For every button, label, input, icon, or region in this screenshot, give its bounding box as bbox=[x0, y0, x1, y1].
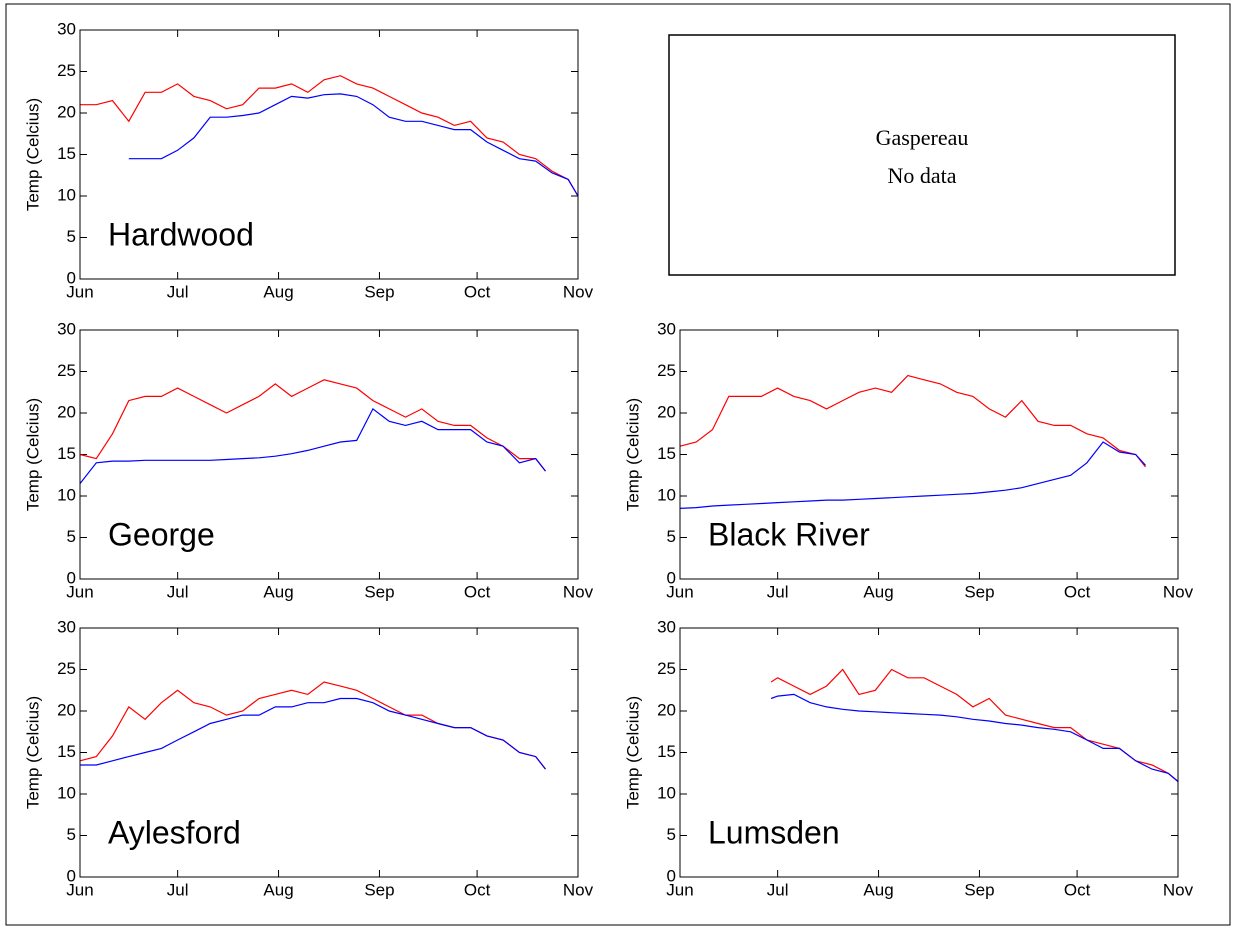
y-tick-label: 15 bbox=[657, 742, 676, 761]
y-tick-label: 10 bbox=[657, 783, 676, 802]
plot-frame bbox=[679, 329, 1179, 580]
data-line bbox=[80, 697, 546, 770]
y-tick-label: 5 bbox=[667, 527, 676, 546]
y-tick-label: 10 bbox=[57, 783, 76, 802]
y-axis-label: Temp (Celcius) bbox=[623, 398, 642, 511]
x-tick-label: Jul bbox=[767, 880, 789, 899]
x-tick-label: Sep bbox=[364, 880, 394, 899]
data-line bbox=[79, 681, 546, 770]
plot-frame bbox=[679, 627, 1179, 878]
y-tick-label: 25 bbox=[57, 659, 76, 678]
x-tick-label: Nov bbox=[1163, 880, 1194, 899]
x-tick-label: Sep bbox=[364, 282, 394, 301]
x-tick-label: Oct bbox=[464, 582, 491, 601]
y-tick-label: 0 bbox=[67, 568, 76, 587]
y-tick-label: 30 bbox=[57, 617, 76, 636]
x-tick-label: Jul bbox=[167, 282, 189, 301]
y-tick-label: 30 bbox=[57, 319, 76, 338]
plot-frame bbox=[79, 329, 579, 580]
empty-panel-box bbox=[668, 34, 1176, 276]
panel-label: Aylesford bbox=[108, 814, 241, 850]
x-tick-label: Nov bbox=[563, 880, 594, 899]
y-tick-label: 5 bbox=[67, 227, 76, 246]
x-tick-label: Jul bbox=[767, 582, 789, 601]
y-tick-label: 0 bbox=[667, 866, 676, 885]
x-tick-label: Nov bbox=[1163, 582, 1194, 601]
x-tick-label: Nov bbox=[563, 582, 594, 601]
x-tick-label: Jul bbox=[167, 582, 189, 601]
x-tick-label: Sep bbox=[364, 582, 394, 601]
x-tick-label: Aug bbox=[263, 880, 293, 899]
x-tick-label: Oct bbox=[1064, 880, 1091, 899]
panel-label: George bbox=[108, 516, 215, 552]
plot-frame bbox=[79, 627, 579, 878]
x-tick-label: Oct bbox=[464, 282, 491, 301]
x-tick-label: Nov bbox=[563, 282, 594, 301]
y-tick-label: 15 bbox=[57, 742, 76, 761]
y-tick-label: 0 bbox=[67, 866, 76, 885]
x-tick-label: Aug bbox=[863, 582, 893, 601]
figure-border bbox=[5, 3, 1231, 926]
y-tick-label: 15 bbox=[57, 444, 76, 463]
data-line bbox=[770, 693, 1179, 782]
x-tick-label: Aug bbox=[263, 282, 293, 301]
y-tick-label: 10 bbox=[657, 485, 676, 504]
data-line bbox=[128, 93, 579, 197]
data-line bbox=[79, 407, 546, 484]
y-axis-label: Temp (Celcius) bbox=[23, 98, 42, 211]
data-line bbox=[80, 75, 579, 197]
y-tick-label: 20 bbox=[57, 102, 76, 121]
y-tick-label: 15 bbox=[57, 144, 76, 163]
x-tick-label: Sep bbox=[964, 582, 994, 601]
x-tick-label: Jun bbox=[666, 880, 693, 899]
y-tick-label: 20 bbox=[57, 402, 76, 421]
empty-panel-text: No data bbox=[887, 163, 956, 188]
y-tick-label: 20 bbox=[657, 700, 676, 719]
y-tick-label: 5 bbox=[667, 825, 676, 844]
panel-label: Black River bbox=[708, 516, 870, 552]
x-tick-label: Jun bbox=[66, 282, 93, 301]
y-tick-label: 30 bbox=[657, 319, 676, 338]
x-tick-label: Jun bbox=[66, 880, 93, 899]
data-line bbox=[770, 668, 1179, 782]
x-tick-label: Sep bbox=[964, 880, 994, 899]
y-tick-label: 15 bbox=[657, 444, 676, 463]
y-tick-label: 0 bbox=[667, 568, 676, 587]
y-tick-label: 25 bbox=[657, 659, 676, 678]
y-tick-label: 5 bbox=[67, 527, 76, 546]
x-tick-label: Jun bbox=[666, 582, 693, 601]
x-tick-label: Jul bbox=[167, 880, 189, 899]
data-line bbox=[679, 374, 1146, 468]
panel-label: Lumsden bbox=[708, 814, 840, 850]
y-axis-label: Temp (Celcius) bbox=[623, 696, 642, 809]
plot-frame bbox=[79, 29, 579, 280]
data-line bbox=[79, 379, 546, 472]
y-tick-label: 30 bbox=[57, 19, 76, 38]
y-axis-label: Temp (Celcius) bbox=[23, 398, 42, 511]
y-tick-label: 10 bbox=[57, 185, 76, 204]
y-tick-label: 10 bbox=[57, 485, 76, 504]
y-tick-label: 30 bbox=[657, 617, 676, 636]
x-tick-label: Aug bbox=[863, 880, 893, 899]
x-tick-label: Oct bbox=[1064, 582, 1091, 601]
y-tick-label: 0 bbox=[67, 268, 76, 287]
panel-label: Hardwood bbox=[108, 216, 254, 252]
y-tick-label: 25 bbox=[57, 61, 76, 80]
y-tick-label: 25 bbox=[57, 361, 76, 380]
empty-panel-title: Gaspereau bbox=[876, 125, 969, 150]
x-tick-label: Jun bbox=[66, 582, 93, 601]
x-tick-label: Oct bbox=[464, 880, 491, 899]
y-tick-label: 20 bbox=[657, 402, 676, 421]
x-tick-label: Aug bbox=[263, 582, 293, 601]
y-tick-label: 5 bbox=[67, 825, 76, 844]
data-line bbox=[679, 441, 1146, 509]
y-tick-label: 20 bbox=[57, 700, 76, 719]
y-tick-label: 25 bbox=[657, 361, 676, 380]
y-axis-label: Temp (Celcius) bbox=[23, 696, 42, 809]
